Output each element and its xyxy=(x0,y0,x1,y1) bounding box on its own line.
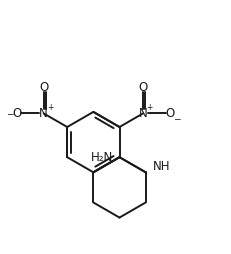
Text: H₂N: H₂N xyxy=(91,151,113,164)
Text: N: N xyxy=(39,107,48,120)
Text: −: − xyxy=(172,114,180,123)
Text: O: O xyxy=(138,81,147,94)
Text: −: − xyxy=(6,109,14,118)
Text: O: O xyxy=(12,107,21,120)
Text: O: O xyxy=(39,81,48,94)
Text: N: N xyxy=(138,107,147,120)
Text: +: + xyxy=(146,103,152,113)
Text: O: O xyxy=(165,107,174,120)
Text: NH: NH xyxy=(152,160,170,173)
Text: +: + xyxy=(47,103,53,113)
